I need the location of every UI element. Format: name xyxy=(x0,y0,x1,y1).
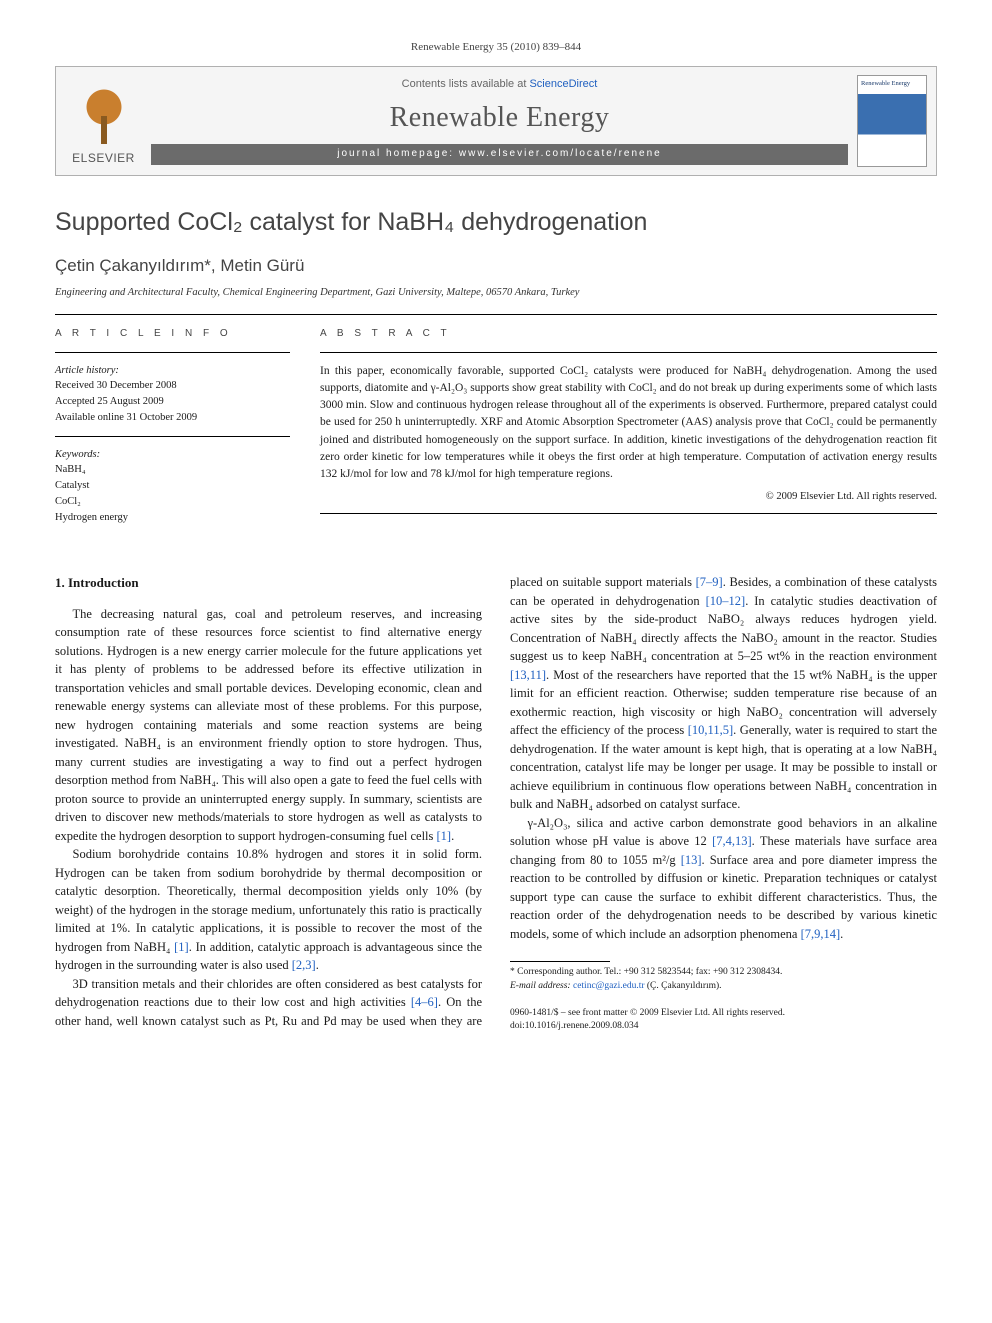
text: . xyxy=(840,927,843,941)
citation-ref[interactable]: [2,3] xyxy=(292,958,316,972)
citation-ref[interactable]: [7–9] xyxy=(696,575,723,589)
keywords-label: Keywords: xyxy=(55,447,290,463)
keyword: NaBH₄ xyxy=(55,462,290,478)
contents-prefix: Contents lists available at xyxy=(402,78,530,90)
text: The decreasing natural gas, coal and pet… xyxy=(55,607,482,843)
journal-cover-icon xyxy=(857,75,927,167)
article-info-col: A R T I C L E I N F O Article history: R… xyxy=(55,327,290,535)
text: . xyxy=(316,958,319,972)
corresponding-author: * Corresponding author. Tel.: +90 312 58… xyxy=(510,966,937,993)
citation-line: Renewable Energy 35 (2010) 839–844 xyxy=(55,40,937,56)
front-matter-line: 0960-1481/$ – see front matter © 2009 El… xyxy=(510,1007,937,1020)
text: . xyxy=(451,829,454,843)
affiliation: Engineering and Architectural Faculty, C… xyxy=(55,285,937,300)
contents-available: Contents lists available at ScienceDirec… xyxy=(402,77,598,93)
email-link[interactable]: cetinc@gazi.edu.tr xyxy=(573,981,645,991)
history-item: Accepted 25 August 2009 xyxy=(55,394,290,410)
paragraph: Sodium borohydride contains 10.8% hydrog… xyxy=(55,845,482,975)
corr-line: * Corresponding author. Tel.: +90 312 58… xyxy=(510,966,937,979)
keyword: Catalyst xyxy=(55,478,290,494)
sciencedirect-link[interactable]: ScienceDirect xyxy=(529,78,597,90)
doi-block: 0960-1481/$ – see front matter © 2009 El… xyxy=(510,1007,937,1034)
citation-ref[interactable]: [1] xyxy=(174,940,189,954)
history-label: Article history: xyxy=(55,363,290,379)
copyright-line: © 2009 Elsevier Ltd. All rights reserved… xyxy=(320,489,937,504)
corr-email-line: E-mail address: cetinc@gazi.edu.tr (Ç. Ç… xyxy=(510,980,937,993)
footnote-rule xyxy=(510,961,610,962)
paragraph: γ-Al₂O₃, silica and active carbon demons… xyxy=(510,814,937,944)
rule xyxy=(320,352,937,353)
doi-line: doi:10.1016/j.renene.2009.08.034 xyxy=(510,1020,937,1033)
rule xyxy=(55,436,290,437)
keywords-block: Keywords: NaBH₄ Catalyst CoCl₂ Hydrogen … xyxy=(55,447,290,526)
article-info-heading: A R T I C L E I N F O xyxy=(55,327,290,342)
citation-ref[interactable]: [10,11,5] xyxy=(688,723,733,737)
cover-thumb-col xyxy=(848,67,936,175)
abstract-text: In this paper, economically favorable, s… xyxy=(320,363,937,484)
text: Sodium borohydride contains 10.8% hydrog… xyxy=(55,847,482,954)
homepage-bar: journal homepage: www.elsevier.com/locat… xyxy=(151,144,848,165)
history-item: Received 30 December 2008 xyxy=(55,378,290,394)
citation-ref[interactable]: [4–6] xyxy=(411,995,438,1009)
homepage-prefix: journal homepage: xyxy=(337,148,459,159)
abstract-heading: A B S T R A C T xyxy=(320,327,937,342)
history-item: Available online 31 October 2009 xyxy=(55,410,290,426)
keyword: Hydrogen energy xyxy=(55,510,290,526)
keyword: CoCl₂ xyxy=(55,494,290,510)
citation-ref[interactable]: [10–12] xyxy=(706,594,746,608)
citation-ref[interactable]: [13] xyxy=(681,853,702,867)
abstract-col: A B S T R A C T In this paper, economica… xyxy=(320,327,937,535)
citation-ref[interactable]: [7,9,14] xyxy=(801,927,841,941)
paragraph: The decreasing natural gas, coal and pet… xyxy=(55,605,482,846)
publisher-name: ELSEVIER xyxy=(72,150,135,167)
email-label: E-mail address: xyxy=(510,981,573,991)
header-center: Contents lists available at ScienceDirec… xyxy=(151,67,848,175)
journal-title: Renewable Energy xyxy=(390,98,610,139)
info-row: A R T I C L E I N F O Article history: R… xyxy=(55,327,937,535)
rule xyxy=(320,513,937,514)
citation-ref[interactable]: [7,4,13] xyxy=(712,834,752,848)
homepage-url: www.elsevier.com/locate/renene xyxy=(459,148,662,159)
journal-header: ELSEVIER Contents lists available at Sci… xyxy=(55,66,937,176)
elsevier-tree-icon xyxy=(74,86,134,146)
citation-ref[interactable]: [1] xyxy=(437,829,452,843)
email-tail: (Ç. Çakanyıldırım). xyxy=(645,981,722,991)
publisher-logo-block: ELSEVIER xyxy=(56,67,151,175)
section-heading: 1. Introduction xyxy=(55,573,482,592)
rule xyxy=(55,314,937,315)
article-title: Supported CoCl₂ catalyst for NaBH₄ dehyd… xyxy=(55,204,937,240)
body-columns: 1. Introduction The decreasing natural g… xyxy=(55,573,937,1033)
authors: Çetin Çakanyıldırım*, Metin Gürü xyxy=(55,254,937,279)
article-history: Article history: Received 30 December 20… xyxy=(55,363,290,426)
rule xyxy=(55,352,290,353)
citation-ref[interactable]: [13,11] xyxy=(510,668,546,682)
